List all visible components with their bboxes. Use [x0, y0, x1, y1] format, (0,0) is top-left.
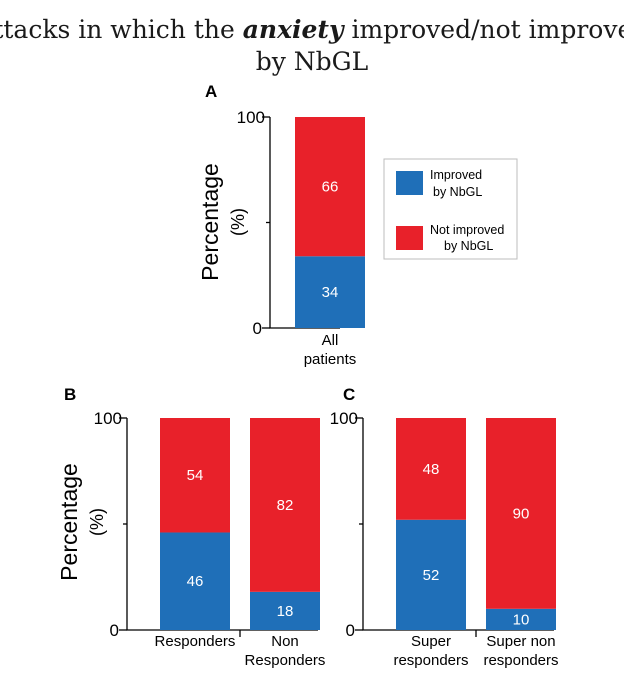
data-label-improved: 10 — [513, 611, 530, 628]
legend-swatch-improved — [396, 171, 423, 195]
x-tick-label: responders — [483, 652, 558, 669]
legend-label-not-improved-line1: Not improved — [430, 223, 504, 237]
x-tick-label: patients — [304, 351, 357, 368]
x-tick-label: responders — [393, 652, 468, 669]
y-tick-label-top: 100 — [330, 409, 358, 428]
panel-letter-a: A — [205, 82, 217, 101]
figure-title-line1: Attacks in which the anxiety improved/no… — [0, 15, 624, 44]
x-tick-label: Responders — [245, 652, 326, 669]
panel-letter-c: C — [343, 385, 355, 404]
data-label-improved: 46 — [187, 573, 204, 590]
x-tick-label: All — [322, 332, 339, 349]
data-label-not-improved: 66 — [322, 179, 339, 196]
data-label-not-improved: 90 — [513, 505, 530, 522]
bar-improved — [486, 608, 556, 630]
bar-not-improved — [295, 117, 365, 257]
y-tick-label-bottom: 0 — [110, 621, 119, 640]
chart-panel-b: 100 0 46 54 Responders 18 82 Non Responders — [94, 409, 326, 669]
legend: Improved by NbGL Not improved by NbGL — [383, 158, 518, 260]
data-label-improved: 52 — [423, 567, 440, 584]
x-tick-label: Responders — [155, 633, 236, 650]
bar-not-improved — [486, 418, 556, 609]
panel-letter-b: B — [64, 385, 76, 404]
bar-not-improved — [250, 418, 320, 592]
bar-improved — [396, 519, 466, 630]
title-suffix: improved/not improved — [344, 15, 624, 44]
x-tick-label: Super — [411, 633, 451, 650]
title-prefix: Attacks in which the — [0, 15, 243, 44]
bar-improved — [160, 532, 230, 630]
bar-improved — [250, 591, 320, 630]
bar-not-improved — [396, 418, 466, 520]
y-tick-label-top: 100 — [237, 108, 265, 127]
figure-title-line2: by NbGL — [256, 47, 369, 76]
bar-not-improved — [160, 418, 230, 533]
legend-label-not-improved-line2: by NbGL — [444, 239, 493, 253]
chart-panel-c: 100 0 52 48 Super responders 10 90 Super non resp… — [330, 409, 559, 669]
plots: 10003466Allpatients10004654Responders188… — [94, 108, 559, 669]
y-axis-unit-b: (%) — [87, 508, 107, 536]
y-axis-unit-a: (%) — [228, 208, 248, 236]
y-axis-label-a: Percentage — [197, 163, 223, 281]
legend-label-improved-line1: Improved — [430, 168, 482, 182]
chart-panel-a: 100 0 34 66 All patients — [237, 108, 365, 368]
x-tick-label: Super non — [486, 633, 555, 650]
bar-improved — [295, 256, 365, 328]
y-axis-label-b: Percentage — [56, 463, 82, 581]
data-label-improved: 34 — [322, 284, 339, 301]
data-label-not-improved: 48 — [423, 461, 440, 478]
y-tick-label-bottom: 0 — [346, 621, 355, 640]
data-label-improved: 18 — [277, 603, 294, 620]
x-tick-label: Non — [271, 633, 299, 650]
title-emphasis: anxiety — [243, 15, 345, 44]
legend-swatch-not-improved — [396, 226, 423, 250]
data-label-not-improved: 54 — [187, 467, 204, 484]
data-label-not-improved: 82 — [277, 497, 294, 514]
legend-label-improved-line2: by NbGL — [433, 185, 482, 199]
y-tick-label-bottom: 0 — [253, 319, 262, 338]
y-tick-label-top: 100 — [94, 409, 122, 428]
